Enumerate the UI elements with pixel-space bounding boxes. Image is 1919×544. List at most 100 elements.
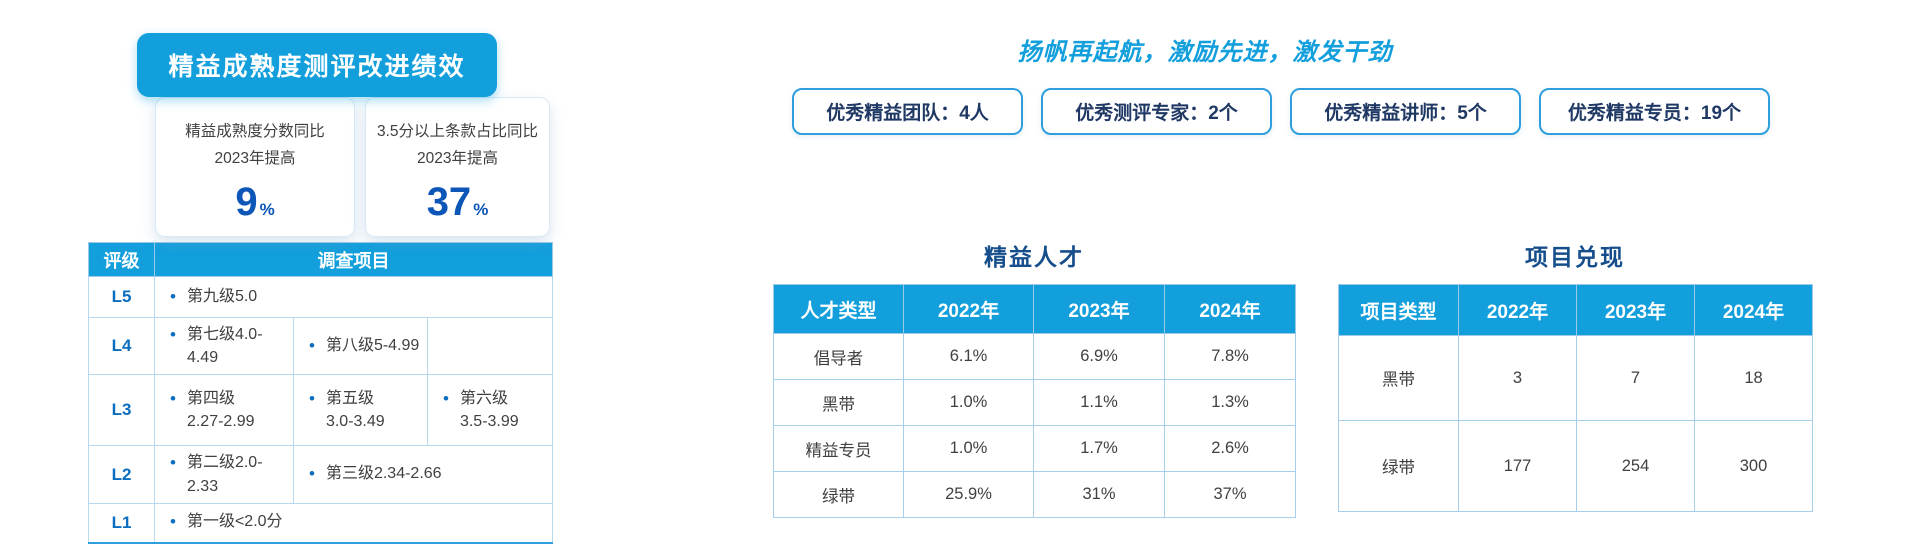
stat-card-label-line1: 3.5分以上条款占比同比 — [376, 123, 539, 140]
bullet-icon: • — [309, 335, 315, 355]
rating-table-header-row: 评级 调查项目 — [88, 242, 553, 277]
table-cell: 1.0% — [903, 425, 1034, 472]
rating-level-label: L4 — [88, 316, 155, 376]
bullet-icon: • — [309, 389, 315, 409]
rating-cell-text: 第三级2.34-2.66 — [325, 465, 442, 483]
table-cell: 1.1% — [1033, 379, 1165, 426]
talent-table-title: 精益人才 — [984, 244, 1084, 270]
rating-level-label: L3 — [88, 374, 155, 447]
stat-card-label-line1: 精益成熟度分数同比 — [185, 123, 325, 140]
rating-level-label: L5 — [88, 276, 155, 318]
table-header-cell: 2022年 — [903, 284, 1034, 334]
rating-row: L4 • 第七级4.0-4.49 • 第八级5-4.99 — [88, 316, 553, 376]
table-row: 精益专员 1.0% 1.7% 2.6% — [773, 425, 1296, 472]
rating-row: L1 • 第一级<2.0分 — [88, 502, 553, 544]
table-header-cell: 2022年 — [1458, 284, 1577, 336]
rating-header-level: 评级 — [88, 242, 155, 277]
rating-cell: • 第八级5-4.99 — [293, 316, 428, 376]
table-cell: 7.8% — [1164, 333, 1296, 380]
rating-header-items: 调查项目 — [154, 242, 553, 277]
table-header-cell: 项目类型 — [1338, 284, 1459, 336]
table-cell: 绿带 — [773, 471, 904, 518]
rating-cell — [427, 316, 553, 376]
rating-cell-text: 第七级4.0-4.49 — [186, 326, 263, 367]
rating-level-label: L2 — [88, 445, 155, 504]
bullet-icon: • — [170, 325, 176, 344]
stat-value: 9 % — [235, 180, 274, 225]
rating-row: L5 • 第九级5.0 — [88, 276, 553, 318]
table-cell: 绿带 — [1338, 420, 1459, 512]
table-cell: 177 — [1458, 420, 1577, 512]
table-cell: 31% — [1033, 471, 1165, 518]
table-header-cell: 2023年 — [1033, 284, 1165, 334]
rating-cell: • 第九级5.0 — [154, 276, 553, 318]
bullet-icon: • — [170, 389, 176, 409]
table-header-row: 项目类型 2022年 2023年 2024年 — [1338, 284, 1813, 336]
table-cell: 3 — [1458, 335, 1577, 421]
bullet-icon: • — [170, 453, 176, 473]
rating-row: L3 • 第四级 2.27-2.99 • 第五级 3.0-3.49 • 第六级 3.5-3.… — [88, 374, 553, 447]
table-cell: 25.9% — [903, 471, 1034, 518]
badge-assessment-expert: 优秀测评专家：2个 — [1041, 88, 1272, 135]
table-cell: 7 — [1576, 335, 1695, 421]
table-cell: 37% — [1164, 471, 1296, 518]
stat-number: 37 — [426, 180, 472, 225]
rating-cell: • 第五级 3.0-3.49 — [293, 374, 428, 447]
lean-maturity-banner: 精益成熟度测评改进绩效 — [137, 33, 497, 97]
table-cell: 1.7% — [1033, 425, 1165, 472]
badge-lean-specialist: 优秀精益专员：19个 — [1539, 88, 1770, 135]
rating-cell: • 第七级4.0-4.49 — [154, 316, 294, 376]
table-header-cell: 2024年 — [1694, 284, 1813, 336]
table-cell: 6.9% — [1033, 333, 1165, 380]
rating-cell: • 第二级2.0-2.33 — [154, 445, 294, 504]
rating-cell-text: 第四级 2.27-2.99 — [186, 390, 255, 431]
talent-table: 人才类型 2022年 2023年 2024年 倡导者 6.1% 6.9% 7.8% 黑带 1.0%… — [773, 284, 1296, 518]
table-header-cell: 人才类型 — [773, 284, 904, 334]
table-header-cell: 2023年 — [1576, 284, 1695, 336]
table-cell: 6.1% — [903, 333, 1034, 380]
rating-cell: • 第三级2.34-2.66 — [293, 445, 553, 504]
stat-card-clause-ratio: 3.5分以上条款占比同比 2023年提高 37 % — [365, 97, 550, 237]
rating-cell-text: 第九级5.0 — [186, 287, 258, 305]
rating-cell: • 第四级 2.27-2.99 — [154, 374, 294, 447]
award-badges: 优秀精益团队：4人 优秀测评专家：2个 优秀精益讲师：5个 优秀精益专员：19个 — [792, 88, 1770, 135]
bullet-icon: • — [443, 389, 449, 409]
stat-unit: % — [473, 200, 489, 220]
table-row: 黑带 1.0% 1.1% 1.3% — [773, 379, 1296, 426]
table-row: 倡导者 6.1% 6.9% 7.8% — [773, 333, 1296, 380]
slogan-title: 扬帆再起航，激励先进，激发干劲 — [1017, 39, 1393, 66]
banner-title: 精益成熟度测评改进绩效 — [168, 53, 466, 81]
table-row: 黑带 3 7 18 — [1338, 335, 1813, 421]
table-cell: 18 — [1694, 335, 1813, 421]
table-header-cell: 2024年 — [1164, 284, 1296, 334]
project-table-title: 项目兑现 — [1525, 244, 1625, 270]
stat-card-maturity-score: 精益成熟度分数同比 2023年提高 9 % — [155, 97, 355, 237]
rating-row: L2 • 第二级2.0-2.33 • 第三级2.34-2.66 — [88, 445, 553, 504]
table-cell: 倡导者 — [773, 333, 904, 380]
table-cell: 黑带 — [1338, 335, 1459, 421]
rating-cell-text: 第二级2.0-2.33 — [186, 454, 263, 495]
rating-cell-text: 第一级<2.0分 — [186, 513, 283, 531]
rating-cell-text: 第五级 3.0-3.49 — [325, 390, 385, 431]
bullet-icon: • — [170, 512, 176, 532]
project-table: 项目类型 2022年 2023年 2024年 黑带 3 7 18 绿带 177 254 300 — [1338, 284, 1813, 512]
badge-lean-team: 优秀精益团队：4人 — [792, 88, 1023, 135]
bullet-icon: • — [309, 464, 315, 484]
table-cell: 254 — [1576, 420, 1695, 512]
bullet-icon: • — [170, 286, 176, 306]
table-row: 绿带 25.9% 31% 37% — [773, 471, 1296, 518]
table-cell: 1.3% — [1164, 379, 1296, 426]
table-cell: 2.6% — [1164, 425, 1296, 472]
stat-unit: % — [259, 200, 275, 220]
rating-table: 评级 调查项目 L5 • 第九级5.0 L4 • 第七级4.0-4.49 • 第八级5-4.9… — [88, 242, 553, 544]
stat-card-label-line2: 2023年提高 — [214, 150, 296, 168]
table-cell: 1.0% — [903, 379, 1034, 426]
table-header-row: 人才类型 2022年 2023年 2024年 — [773, 284, 1296, 334]
table-row: 绿带 177 254 300 — [1338, 420, 1813, 512]
rating-cell-text: 第八级5-4.99 — [325, 336, 420, 354]
table-cell: 精益专员 — [773, 425, 904, 472]
table-cell: 300 — [1694, 420, 1813, 512]
rating-level-label: L1 — [88, 502, 155, 544]
rating-cell: • 第一级<2.0分 — [154, 502, 553, 544]
stat-card-label-line2: 2023年提高 — [417, 150, 498, 168]
